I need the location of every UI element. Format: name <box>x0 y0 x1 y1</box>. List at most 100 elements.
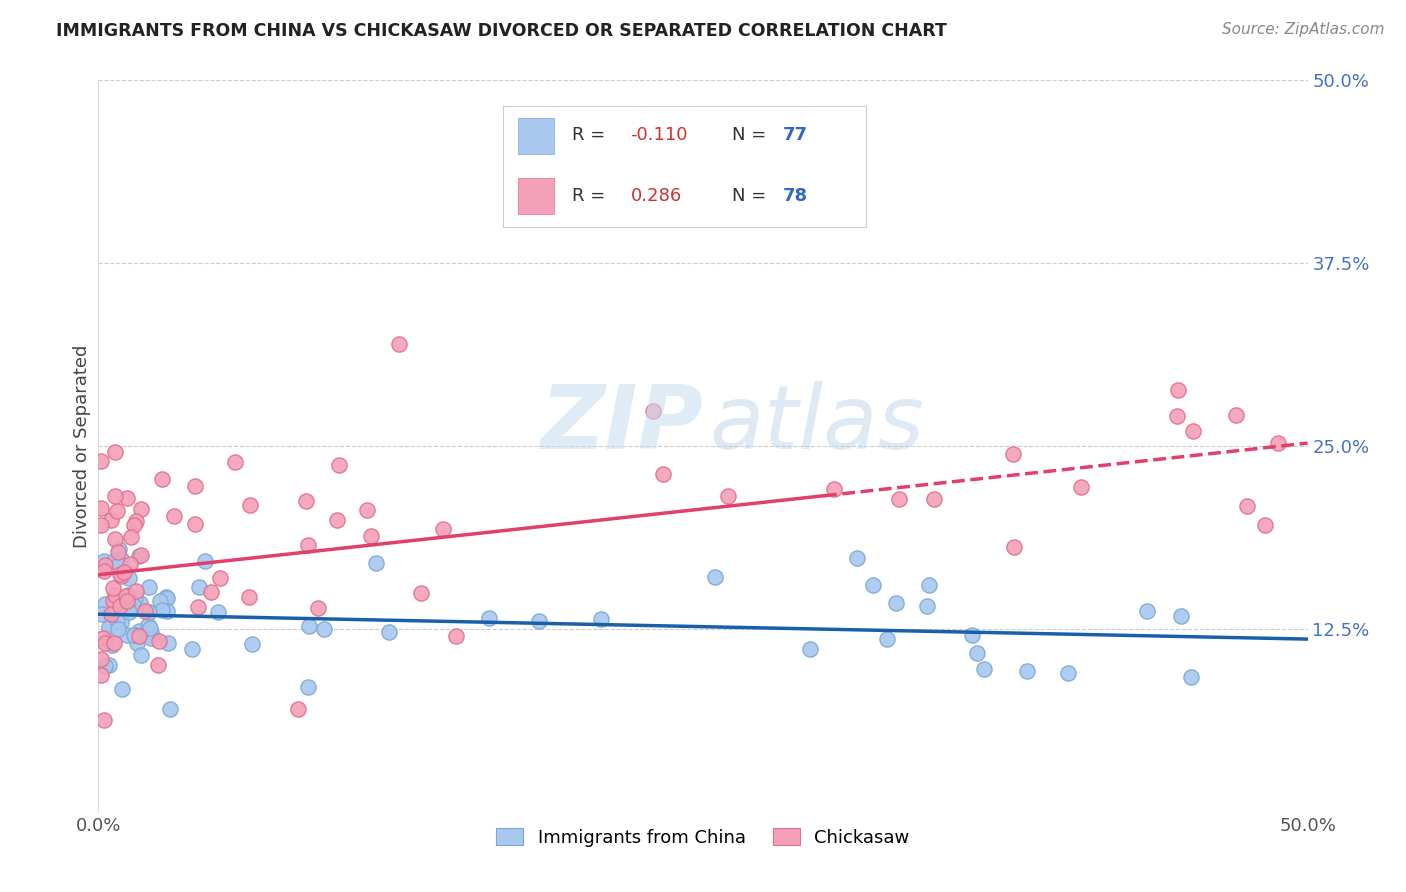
Point <box>114 596 136 610</box>
Point <box>862 578 884 592</box>
Point <box>90 517 112 532</box>
Point <box>180 642 202 657</box>
Point <box>105 613 128 627</box>
Point <box>117 588 139 602</box>
Point <box>1002 540 1025 554</box>
Point <box>112 566 135 580</box>
Point <box>159 702 181 716</box>
Point <box>104 588 127 602</box>
Point <box>117 590 139 604</box>
Point <box>704 569 727 583</box>
Text: ZIP: ZIP <box>540 381 703 467</box>
Point <box>104 532 127 546</box>
Point <box>312 622 335 636</box>
Point <box>287 702 309 716</box>
Point <box>846 551 869 566</box>
Point <box>111 681 134 696</box>
Point <box>799 642 821 657</box>
Legend: Immigrants from China, Chickasaw: Immigrants from China, Chickasaw <box>489 822 917 854</box>
Point <box>297 680 319 694</box>
Point <box>115 491 138 505</box>
Point <box>94 558 117 572</box>
Point <box>104 489 127 503</box>
Point <box>127 636 149 650</box>
Point <box>1170 609 1192 624</box>
Point <box>118 605 141 619</box>
Point <box>1070 480 1092 494</box>
Point <box>1166 409 1188 424</box>
Point <box>107 541 129 556</box>
Point <box>884 596 907 610</box>
Point <box>101 638 124 652</box>
Point <box>101 581 124 595</box>
Point <box>1254 517 1277 532</box>
Point <box>188 580 211 594</box>
Point <box>589 612 612 626</box>
Point <box>388 336 411 351</box>
Point <box>150 472 173 486</box>
Point <box>103 554 125 568</box>
Point <box>129 549 152 563</box>
Point <box>478 610 501 624</box>
Point <box>652 467 675 481</box>
Point <box>128 549 150 564</box>
Point <box>328 458 350 472</box>
Point <box>922 491 945 506</box>
Point <box>104 445 127 459</box>
Point <box>1267 435 1289 450</box>
Point <box>94 659 117 673</box>
Point <box>1056 665 1078 680</box>
Point <box>409 585 432 599</box>
Point <box>108 567 131 582</box>
Point <box>294 493 316 508</box>
Point <box>207 605 229 619</box>
Point <box>125 514 148 528</box>
Point <box>298 618 321 632</box>
Point <box>187 599 209 614</box>
Point <box>717 489 740 503</box>
Point <box>973 662 995 676</box>
Point <box>432 522 454 536</box>
Point <box>966 646 988 660</box>
Point <box>90 500 112 515</box>
Point <box>529 614 551 628</box>
Point <box>129 596 152 610</box>
Point <box>122 628 145 642</box>
Point <box>105 596 128 610</box>
Point <box>1015 664 1038 678</box>
Point <box>378 625 401 640</box>
Text: IMMIGRANTS FROM CHINA VS CHICKASAW DIVORCED OR SEPARATED CORRELATION CHART: IMMIGRANTS FROM CHINA VS CHICKASAW DIVOR… <box>56 22 948 40</box>
Point <box>194 554 217 568</box>
Point <box>163 508 186 523</box>
Point <box>446 629 468 643</box>
Point <box>146 658 169 673</box>
Point <box>1167 383 1189 397</box>
Point <box>138 605 160 619</box>
Point <box>107 545 129 559</box>
Point <box>1002 447 1025 461</box>
Point <box>876 632 898 647</box>
Point <box>156 591 179 606</box>
Point <box>297 538 319 552</box>
Point <box>139 622 162 636</box>
Point <box>110 552 132 566</box>
Point <box>1236 499 1258 513</box>
Point <box>101 594 124 608</box>
Point <box>93 636 115 650</box>
Point <box>108 599 131 614</box>
Point <box>156 604 179 618</box>
Point <box>110 569 132 583</box>
Point <box>90 607 112 621</box>
Point <box>108 557 131 571</box>
Point <box>122 517 145 532</box>
Point <box>125 584 148 599</box>
Point <box>240 638 263 652</box>
Point <box>120 557 142 571</box>
Point <box>128 629 150 643</box>
Point <box>90 651 112 665</box>
Point <box>107 622 129 636</box>
Point <box>91 631 114 645</box>
Point <box>325 513 347 527</box>
Point <box>1225 409 1247 423</box>
Point <box>129 502 152 516</box>
